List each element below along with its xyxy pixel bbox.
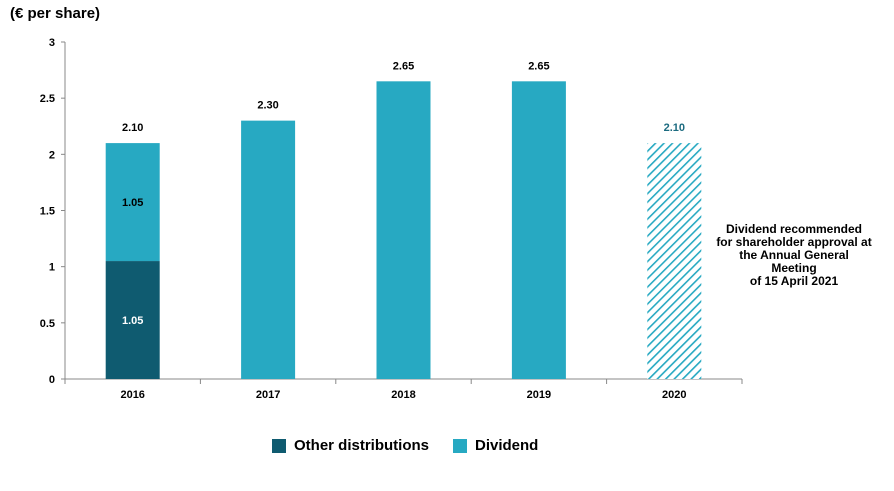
chart-legend: Other distributions Dividend xyxy=(272,437,562,454)
y-tick-label: 3 xyxy=(49,37,55,49)
x-tick-label: 2017 xyxy=(256,389,280,401)
y-tick-label: 1.5 xyxy=(40,206,55,218)
x-tick-label: 2020 xyxy=(662,389,686,401)
y-tick-label: 0.5 xyxy=(40,318,55,330)
legend-item-other-distributions: Other distributions xyxy=(272,437,429,454)
y-tick-label: 0 xyxy=(49,374,55,386)
legend-swatch-other-distributions xyxy=(272,438,286,453)
bar-segment-label: 1.05 xyxy=(122,197,143,209)
recommendation-note: Dividend recommended for shareholder app… xyxy=(716,222,872,288)
bar-segment-label: 1.05 xyxy=(122,315,143,327)
bar-total-label: 2.10 xyxy=(122,122,143,134)
unit-label: (€ per share) xyxy=(10,5,101,22)
legend-item-dividend: Dividend xyxy=(453,437,538,454)
bar-total-label: 2.30 xyxy=(257,100,278,112)
x-tick-label: 2019 xyxy=(527,389,551,401)
y-tick-label: 2.5 xyxy=(40,93,55,105)
bar-total-label: 2.65 xyxy=(393,60,414,72)
legend-label-other-distributions: Other distributions xyxy=(294,437,429,454)
bar-dividend-2020 xyxy=(647,143,702,379)
x-tick-label: 2018 xyxy=(391,389,415,401)
bar-dividend-2016 xyxy=(105,143,160,262)
bar-dividend-2019 xyxy=(511,81,566,380)
bar-total-label: 2.65 xyxy=(528,60,549,72)
bar-dividend-2017 xyxy=(241,120,296,379)
bar-total-label: 2.10 xyxy=(664,122,685,134)
y-tick-label: 1 xyxy=(49,262,55,274)
bar-dividend-2018 xyxy=(376,81,431,380)
y-tick-label: 2 xyxy=(49,149,55,161)
x-tick-label: 2016 xyxy=(120,389,144,401)
bar-other-distributions-2016 xyxy=(105,261,160,379)
legend-label-dividend: Dividend xyxy=(475,437,539,454)
legend-swatch-dividend xyxy=(453,438,467,453)
